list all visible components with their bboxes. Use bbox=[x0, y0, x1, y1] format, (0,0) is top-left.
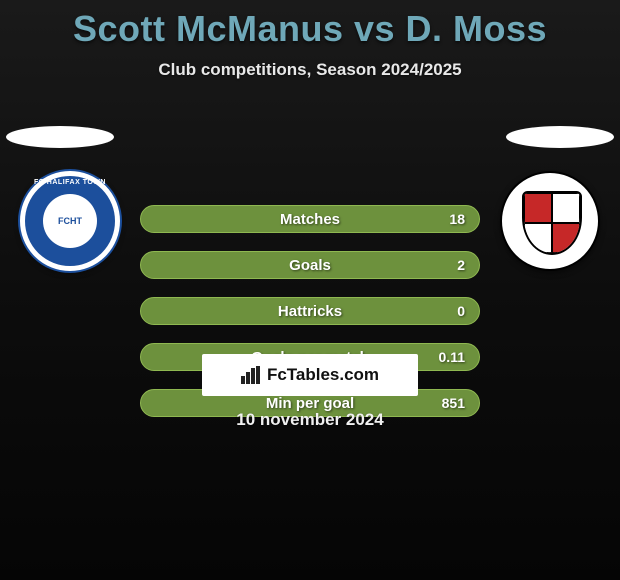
halifax-ring-text: FC HALIFAX TOWN bbox=[25, 179, 115, 186]
date-label: 10 november 2024 bbox=[0, 410, 620, 430]
stat-row: Hattricks 0 bbox=[140, 297, 480, 325]
stat-label: Matches bbox=[280, 211, 340, 228]
stat-value: 2 bbox=[457, 257, 465, 273]
woking-quarter bbox=[552, 223, 580, 253]
woking-quarter bbox=[552, 193, 580, 223]
page-title: Scott McManus vs D. Moss bbox=[0, 0, 620, 50]
team-logo-right bbox=[500, 171, 600, 271]
woking-badge bbox=[500, 171, 600, 271]
player-slot-left bbox=[6, 126, 114, 148]
stat-row: Matches 18 bbox=[140, 205, 480, 233]
woking-quarter bbox=[524, 223, 552, 253]
bar-chart-icon bbox=[241, 366, 261, 384]
stat-value: 851 bbox=[442, 395, 465, 411]
stat-value: 18 bbox=[449, 211, 465, 227]
fctables-label: FcTables.com bbox=[267, 365, 379, 385]
stat-row: Goals 2 bbox=[140, 251, 480, 279]
stat-label: Min per goal bbox=[266, 395, 354, 412]
player-slot-right bbox=[506, 126, 614, 148]
stat-label: Goals bbox=[289, 257, 331, 274]
fctables-badge: FcTables.com bbox=[202, 354, 418, 396]
team-logo-left: FC HALIFAX TOWN FCHT bbox=[20, 171, 120, 271]
page-subtitle: Club competitions, Season 2024/2025 bbox=[0, 60, 620, 80]
stat-value: 0 bbox=[457, 303, 465, 319]
halifax-center: FCHT bbox=[43, 194, 97, 248]
stat-label: Hattricks bbox=[278, 303, 342, 320]
stat-value: 0.11 bbox=[439, 349, 465, 365]
woking-quarter bbox=[524, 193, 552, 223]
halifax-badge: FC HALIFAX TOWN FCHT bbox=[20, 171, 120, 271]
woking-shield bbox=[522, 191, 582, 255]
